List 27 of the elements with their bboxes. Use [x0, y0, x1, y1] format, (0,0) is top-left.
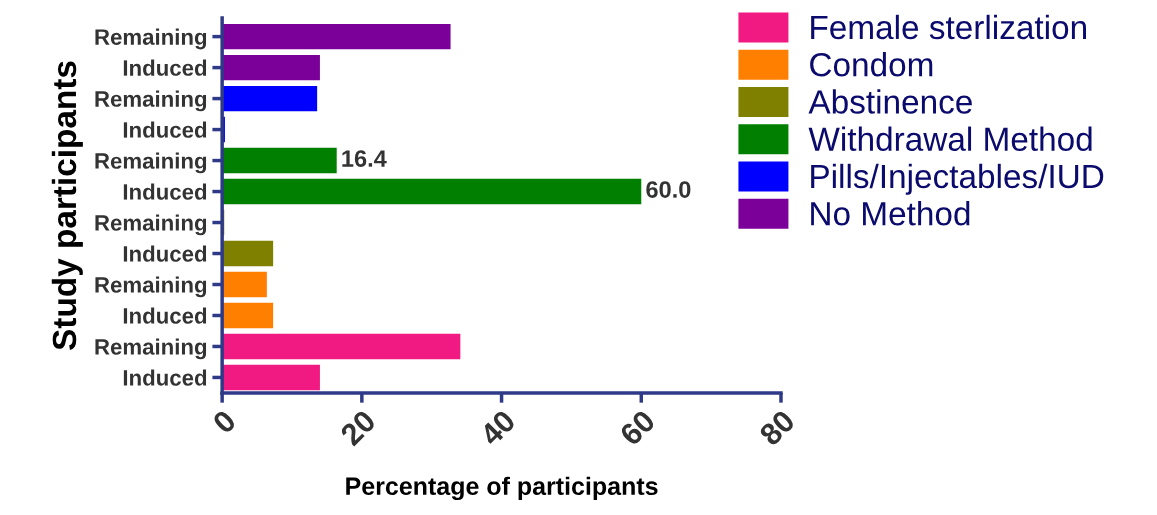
x-tick-label: 60	[618, 408, 657, 447]
y-tick-label: Remaining	[95, 90, 207, 112]
legend-label: Withdrawal Method	[808, 126, 1092, 152]
y-tick-label: Remaining	[95, 338, 207, 360]
y-tick-label: Induced	[123, 121, 207, 138]
x-tick-label: 20	[339, 408, 377, 447]
y-tick-label: Induced	[123, 307, 207, 324]
y-tick-label: Remaining	[95, 152, 207, 174]
y-axis-title: Study participants	[51, 61, 83, 350]
legend-label: Abstinence	[808, 89, 972, 114]
legend-label: Condom	[810, 52, 933, 77]
x-tick-label: 80	[758, 408, 796, 447]
x-tick-label: 40	[478, 408, 517, 448]
y-tick-label: Remaining	[95, 28, 207, 50]
y-tick-label: Induced	[123, 369, 207, 386]
data-label: 60.0	[646, 181, 691, 198]
y-tick-label: Remaining	[95, 276, 207, 298]
y-tick-label: Induced	[123, 245, 207, 262]
x-axis-title: Percentage of participants	[346, 476, 658, 501]
legend-label: No Method	[811, 201, 970, 226]
y-tick-label: Induced	[123, 59, 207, 76]
legend-label: Female sterlization	[811, 14, 1086, 40]
legend-label: Pills/Injectables/IUD	[811, 163, 1104, 195]
y-tick-label: Remaining	[95, 214, 207, 236]
x-tick-label: 0	[211, 408, 238, 435]
data-label: 16.4	[342, 150, 387, 167]
y-tick-label: Induced	[123, 183, 207, 200]
